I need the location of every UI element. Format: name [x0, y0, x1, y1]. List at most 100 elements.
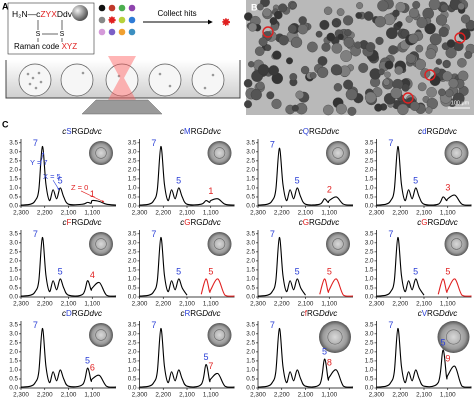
bead [343, 36, 355, 48]
bead [343, 79, 354, 90]
y-tick-label: 0.5 [9, 285, 18, 292]
dot [108, 16, 116, 24]
bead [363, 11, 374, 21]
chart-title: cGRGDdvc [180, 218, 220, 227]
y-tick-label: 0.0 [246, 203, 255, 210]
title-part: c [301, 309, 305, 318]
x-tick-label: 2,200 [392, 392, 408, 399]
bead [331, 42, 343, 54]
chart-title: cMRGDdvc [180, 127, 221, 136]
y-tick-label: 2.0 [365, 258, 374, 265]
y-tick-label: 0.0 [9, 294, 18, 301]
y-tick-label: 0.5 [365, 376, 374, 383]
y-tick-label: 2.5 [365, 158, 374, 165]
x-tick-label: 2,100 [61, 210, 77, 217]
y-tick-label: 0.0 [9, 203, 18, 210]
title-part: RG [72, 127, 84, 136]
dot [128, 4, 136, 12]
hit-marker [424, 69, 436, 81]
y-tick-label: 0.5 [128, 376, 137, 383]
x-tick-label: 1,100 [321, 301, 337, 308]
bead [333, 83, 343, 92]
title-part: c [62, 127, 66, 136]
y-tick-label: 2.5 [9, 249, 18, 256]
title-part: V [422, 309, 428, 318]
bead [408, 33, 419, 44]
y-tick-label: 2.0 [246, 349, 255, 356]
y-tick-label: 3.5 [9, 139, 18, 146]
y-tick-label: 1.5 [9, 358, 18, 365]
bead [289, 2, 297, 10]
panel-label: A [2, 1, 9, 11]
y-tick-label: 0.5 [246, 376, 255, 383]
y-tick-label: 1.0 [365, 367, 374, 374]
y-tick-label: 2.5 [9, 158, 18, 165]
y-tick-label: 1.5 [246, 358, 255, 365]
spectrum-line [376, 236, 425, 297]
bead [244, 100, 252, 109]
x-tick-label: 1,100 [321, 210, 337, 217]
bead-image [207, 323, 232, 347]
bead [243, 79, 253, 88]
bead [384, 60, 394, 70]
y-tick-label: 1.0 [246, 276, 255, 283]
formula-prefix: H₂N—c [12, 9, 41, 19]
y-tick-label: 2.0 [246, 258, 255, 265]
bead [390, 87, 403, 99]
x-tick-label: 2,200 [392, 210, 408, 217]
title-part: d [422, 127, 426, 136]
bead [307, 41, 318, 53]
y-tick-label: 2.5 [246, 158, 255, 165]
note-arrow [52, 179, 60, 191]
title-part: c [417, 218, 421, 227]
x-tick-label: 2,300 [132, 301, 148, 308]
panel-a: A H₂N—cZYXDdvc S S Raman code XYZ Collec… [2, 1, 241, 115]
bead [18, 63, 52, 97]
bead [330, 64, 342, 76]
spectrum-line [257, 147, 354, 206]
title-part: Ddvc [321, 218, 339, 227]
bead [440, 3, 449, 12]
bead-image [444, 141, 469, 165]
bead [323, 104, 334, 116]
y-tick-label: 0.5 [9, 194, 18, 201]
y-tick-label: 1.5 [365, 176, 374, 183]
bead [286, 57, 293, 65]
bead [354, 41, 362, 49]
spectrum-chart: 0.0 0.5 1.0 1.5 2.0 2.5 3.0 3.5 2,300 2,200 2,100 1… [246, 127, 354, 217]
x-tick-label: 1,100 [84, 210, 100, 217]
title-part: RG [428, 218, 440, 227]
y-tick-label: 3.5 [128, 230, 137, 237]
bead [394, 65, 404, 75]
bead-image-ring [95, 147, 107, 159]
bead-image-ring [213, 238, 226, 250]
bead-image-ring [213, 147, 226, 159]
y-tick-label: 2.5 [9, 340, 18, 347]
spectrum-line [376, 145, 472, 206]
bead [248, 61, 255, 68]
bead [377, 0, 389, 12]
bead [460, 14, 471, 24]
y-tick-label: 1.5 [128, 176, 137, 183]
formula-code: ZYX [40, 9, 57, 19]
y-tick-label: 0.0 [9, 385, 18, 392]
y-tick-label: 3.0 [246, 240, 255, 247]
spectrum-chart: 0.0 0.5 1.0 1.5 2.0 2.5 3.0 3.5 2,300 2,200 2,100 1… [128, 127, 235, 217]
bead [309, 72, 317, 79]
bead [278, 3, 288, 13]
y-tick-label: 1.0 [128, 367, 137, 374]
bead [375, 36, 384, 45]
note: Y = 7 [30, 158, 48, 167]
peak-label: 1 [208, 186, 213, 196]
peak-label: 5 [203, 352, 208, 362]
title-part: c [180, 309, 184, 318]
chart-title: cFRGDdvc [62, 218, 101, 227]
bead [374, 16, 386, 28]
x-tick-label: 2,300 [369, 301, 385, 308]
peak-label: 5 [445, 266, 450, 276]
laser [108, 56, 136, 100]
x-tick-label: 2,300 [369, 392, 385, 399]
peak-label: 5 [440, 337, 445, 347]
y-tick-label: 3.0 [128, 149, 137, 156]
bead [388, 45, 398, 55]
